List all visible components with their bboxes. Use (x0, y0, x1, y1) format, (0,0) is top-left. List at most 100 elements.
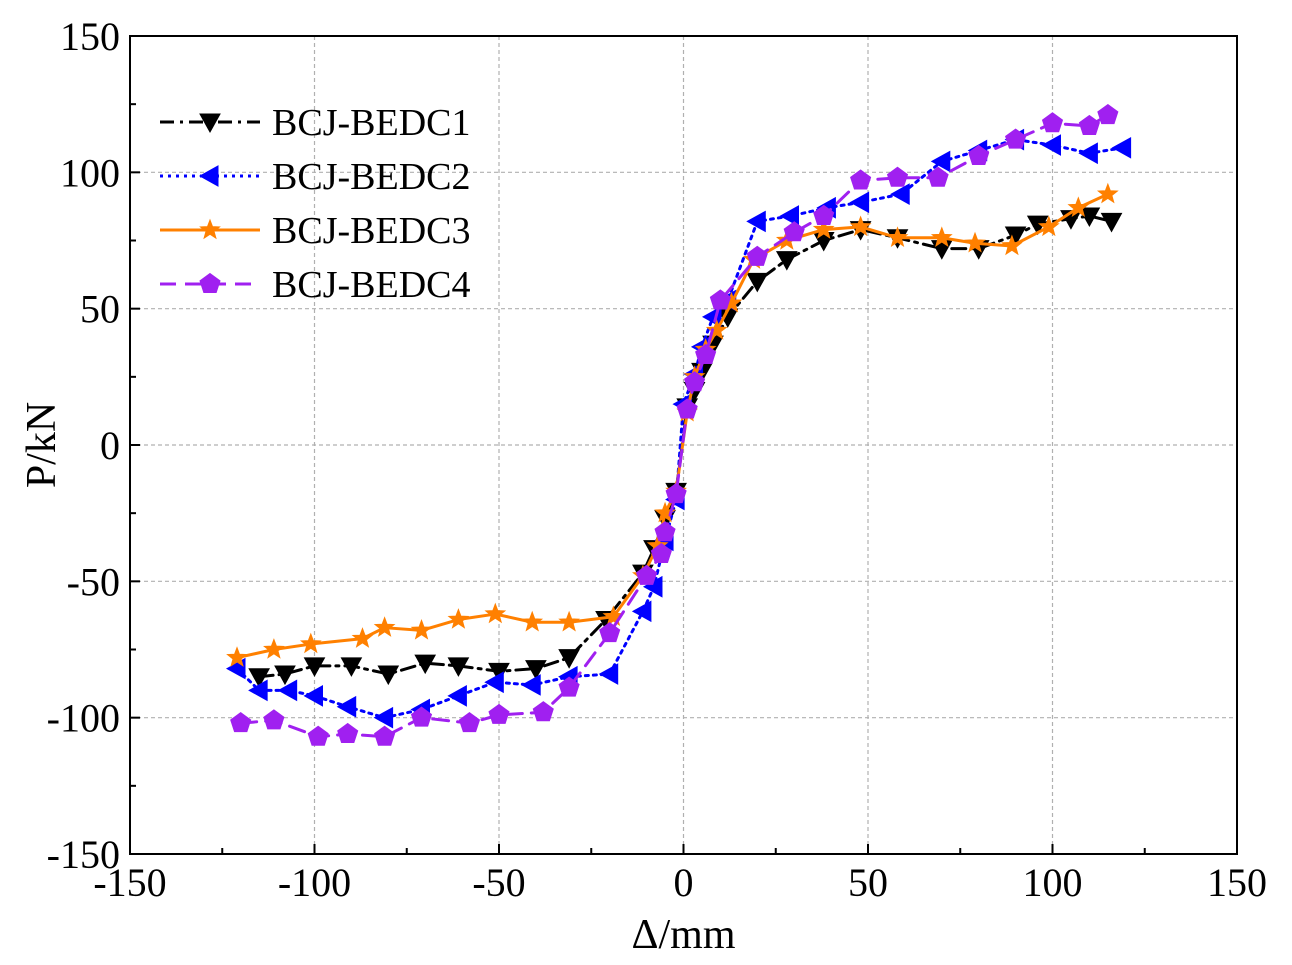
data-point (377, 665, 400, 686)
data-point (650, 542, 672, 564)
grid-lines (130, 36, 1237, 854)
data-point (532, 701, 554, 722)
data-point (1005, 128, 1027, 149)
data-point (336, 695, 357, 718)
data-point (1111, 136, 1132, 159)
legend-marker (199, 218, 221, 240)
data-point (525, 660, 547, 680)
data-point (812, 232, 835, 252)
data-point (849, 215, 872, 237)
y-tick-label: 150 (60, 14, 120, 59)
x-tick-label: 100 (1023, 860, 1083, 905)
data-point (226, 646, 248, 667)
data-point (484, 602, 507, 624)
x-tick-label: -50 (472, 860, 525, 905)
data-point (263, 709, 285, 730)
data-point (1096, 182, 1119, 204)
legend-marker (199, 272, 221, 293)
data-point (340, 657, 363, 677)
data-point (599, 622, 621, 643)
x-tick-label: 50 (848, 860, 888, 905)
data-point (558, 676, 580, 697)
data-point (558, 610, 580, 632)
data-point (1100, 212, 1123, 233)
data-point (248, 668, 270, 688)
data-point (277, 679, 298, 702)
legend: BCJ-BEDC1 BCJ-BEDC2 BCJ-BEDC3 BCJ-BEDC4 (160, 102, 470, 306)
series-layer (225, 103, 1132, 746)
data-point (484, 671, 504, 694)
data-point (636, 564, 658, 585)
y-tick-label: -150 (47, 832, 120, 877)
data-point (705, 319, 728, 340)
y-tick-label: -100 (47, 696, 120, 741)
data-point (1004, 226, 1027, 247)
data-point (1078, 207, 1101, 227)
data-point (709, 289, 731, 310)
legend-marker (199, 113, 221, 134)
data-point (775, 251, 798, 271)
data-point (683, 371, 706, 392)
data-point (1078, 142, 1098, 165)
y-tick-label: 0 (100, 423, 120, 468)
data-point (631, 600, 652, 623)
data-point (303, 657, 326, 677)
data-point (849, 191, 870, 214)
y-axis-title: P/kN (19, 402, 65, 488)
legend-label: BCJ-BEDC3 (272, 210, 470, 252)
data-point (1041, 134, 1061, 156)
data-point (521, 610, 544, 632)
series-line (239, 113, 1110, 739)
data-point (964, 231, 986, 253)
legend-entry: BCJ-BEDC1 (160, 102, 470, 144)
data-point (1067, 196, 1090, 218)
data-point (410, 618, 433, 640)
data-point (746, 272, 769, 293)
data-point (558, 649, 580, 669)
data-point (458, 712, 481, 733)
data-point (299, 632, 322, 654)
data-point (927, 166, 949, 187)
data-point (968, 144, 990, 165)
data-point (746, 210, 766, 233)
data-point (890, 183, 910, 205)
data-point (374, 725, 396, 746)
legend-label: BCJ-BEDC4 (272, 264, 470, 306)
y-tick-label: 50 (80, 287, 120, 332)
data-point (521, 674, 541, 696)
data-point (1041, 112, 1064, 133)
x-axis-title: Δ/mm (631, 912, 735, 958)
legend-entry: BCJ-BEDC4 (160, 264, 470, 306)
data-point (488, 703, 510, 724)
data-point (351, 627, 374, 648)
data-point (665, 482, 687, 504)
data-point (1097, 103, 1119, 125)
series-bcj-bedc3 (226, 182, 1119, 667)
data-point (930, 150, 951, 173)
y-tick-label: -50 (67, 559, 120, 604)
data-point (886, 166, 909, 187)
data-point (886, 226, 909, 248)
data-point (248, 679, 268, 702)
data-point (695, 343, 717, 365)
data-point (410, 706, 433, 727)
data-point (373, 706, 394, 729)
data-point (746, 245, 768, 266)
data-point (414, 654, 437, 675)
data-point (447, 608, 470, 629)
axis-ticks (129, 35, 1238, 855)
data-point (783, 221, 805, 242)
data-point (373, 616, 396, 637)
legend-label: BCJ-BEDC1 (272, 102, 470, 144)
x-tick-label: 150 (1207, 860, 1267, 905)
tick-labels: -150 -100 -50 0 50 100 150 -150 -100 -50 0 50 100 150 (47, 14, 1267, 905)
legend-label: BCJ-BEDC2 (272, 156, 470, 198)
data-point (447, 657, 470, 677)
legend-entry: BCJ-BEDC2 (160, 156, 470, 198)
data-point (337, 722, 359, 744)
data-point (850, 169, 872, 190)
data-point (676, 398, 698, 419)
data-point (779, 205, 800, 227)
series-bcj-bedc2 (225, 128, 1132, 729)
